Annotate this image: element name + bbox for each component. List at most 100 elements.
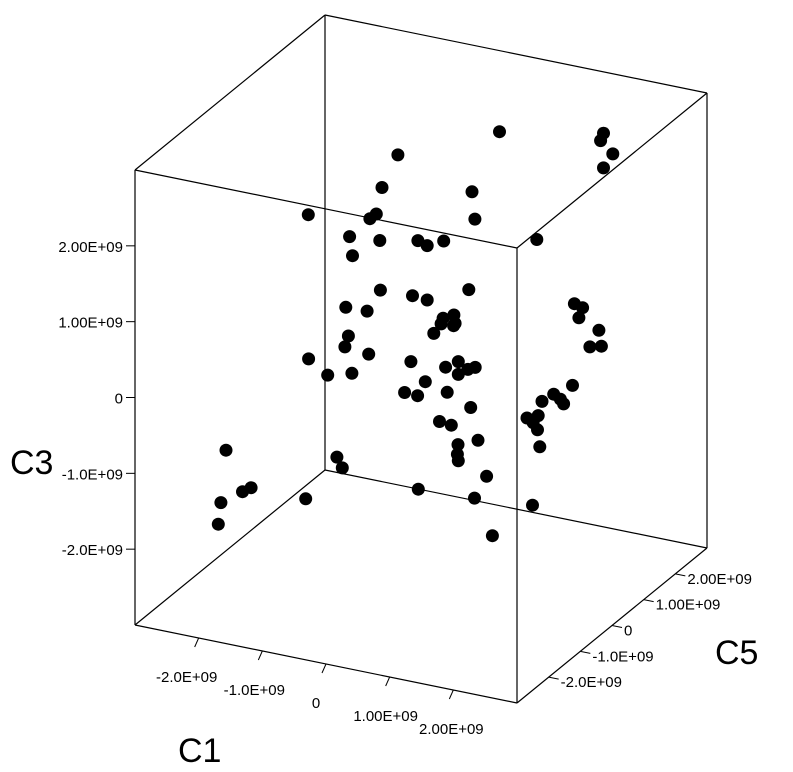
data-point <box>391 148 405 162</box>
data-point <box>427 326 441 340</box>
data-point <box>360 304 374 318</box>
data-point <box>436 311 450 325</box>
data-point <box>531 423 544 437</box>
axis-title-x: C1 <box>178 732 221 770</box>
z-tick-label: 1.00E+09 <box>58 315 123 332</box>
x-tick-label: -1.0E+09 <box>224 682 285 699</box>
x-tick-label: -2.0E+09 <box>156 669 217 686</box>
data-point <box>471 433 485 447</box>
data-point <box>447 308 461 322</box>
data-point <box>330 450 344 464</box>
box-edge <box>324 469 708 549</box>
data-point <box>597 161 610 175</box>
box-edge <box>134 14 326 171</box>
axis-title-y: C5 <box>715 634 758 672</box>
z-tick-label: 0 <box>115 391 123 408</box>
data-point <box>345 366 359 380</box>
data-point <box>404 355 418 369</box>
data-point <box>594 339 608 353</box>
data-point <box>406 289 419 303</box>
data-point <box>236 485 249 499</box>
data-points <box>211 125 620 543</box>
data-point <box>343 230 357 244</box>
data-point <box>420 293 434 307</box>
axis-ticks: -2.0E+09-1.0E+0901.00E+092.00E+09-2.0E+0… <box>58 239 752 738</box>
data-point <box>468 212 482 226</box>
y-tick-mark <box>548 676 559 680</box>
data-point <box>302 352 316 366</box>
data-point <box>373 283 387 297</box>
data-point <box>533 440 547 454</box>
data-point <box>418 375 432 389</box>
z-tick-label: -1.0E+09 <box>62 466 123 483</box>
data-point <box>485 529 499 543</box>
data-point <box>375 181 389 194</box>
data-point <box>437 234 451 248</box>
y-tick-label: -2.0E+09 <box>561 674 622 691</box>
data-point <box>451 355 465 369</box>
z-tick-label: 2.00E+09 <box>58 239 123 256</box>
data-point <box>480 469 494 483</box>
data-point <box>468 360 482 374</box>
data-point <box>411 389 425 403</box>
x-tick-label: 1.00E+09 <box>353 708 418 725</box>
data-point <box>451 454 465 468</box>
data-point <box>362 347 376 361</box>
data-point <box>211 517 225 531</box>
data-point <box>451 438 465 452</box>
x-tick-mark <box>448 689 454 700</box>
y-tick-label: 0 <box>624 623 632 640</box>
data-point <box>433 415 446 428</box>
data-point <box>531 409 545 423</box>
data-point <box>566 378 579 392</box>
z-tick-label: -2.0E+09 <box>62 542 123 559</box>
data-point <box>321 368 335 382</box>
box-edge <box>324 14 708 94</box>
box-edge <box>134 169 518 249</box>
data-point <box>464 401 478 414</box>
data-point <box>468 491 481 505</box>
data-point <box>451 367 465 381</box>
data-point <box>411 482 425 496</box>
x-tick-mark <box>194 637 200 648</box>
data-point <box>592 323 606 337</box>
data-point <box>398 386 412 399</box>
data-point <box>341 329 355 343</box>
x-tick-mark <box>321 663 327 674</box>
data-point <box>369 207 383 221</box>
data-point <box>338 340 352 354</box>
data-point <box>373 234 387 247</box>
data-point <box>606 147 620 161</box>
data-point <box>440 385 454 399</box>
data-point <box>439 360 453 374</box>
x-tick-label: 2.00E+09 <box>419 721 484 738</box>
x-tick-label: 0 <box>312 695 320 712</box>
data-point <box>219 443 233 457</box>
x-tick-mark <box>257 650 263 661</box>
data-point <box>594 134 608 148</box>
y-tick-mark <box>611 625 623 628</box>
data-point <box>301 208 315 222</box>
box-edge <box>516 92 708 249</box>
data-point <box>535 394 549 408</box>
box-edge <box>134 469 326 626</box>
data-point <box>420 239 434 253</box>
y-tick-label: 2.00E+09 <box>687 571 752 588</box>
data-point <box>526 498 539 512</box>
data-point <box>444 418 458 432</box>
data-point <box>346 249 359 263</box>
y-tick-label: 1.00E+09 <box>656 597 721 614</box>
y-tick-label: -1.0E+09 <box>592 648 653 665</box>
data-point <box>583 340 597 354</box>
y-tick-mark <box>643 599 654 603</box>
axis-title-z: C3 <box>10 444 53 482</box>
plot-box <box>134 14 708 704</box>
data-point <box>299 492 313 506</box>
data-point <box>493 125 506 139</box>
data-point <box>335 461 349 475</box>
x-tick-mark <box>385 676 391 687</box>
data-point <box>530 233 544 246</box>
data-point <box>465 185 479 199</box>
y-tick-mark <box>675 573 686 577</box>
